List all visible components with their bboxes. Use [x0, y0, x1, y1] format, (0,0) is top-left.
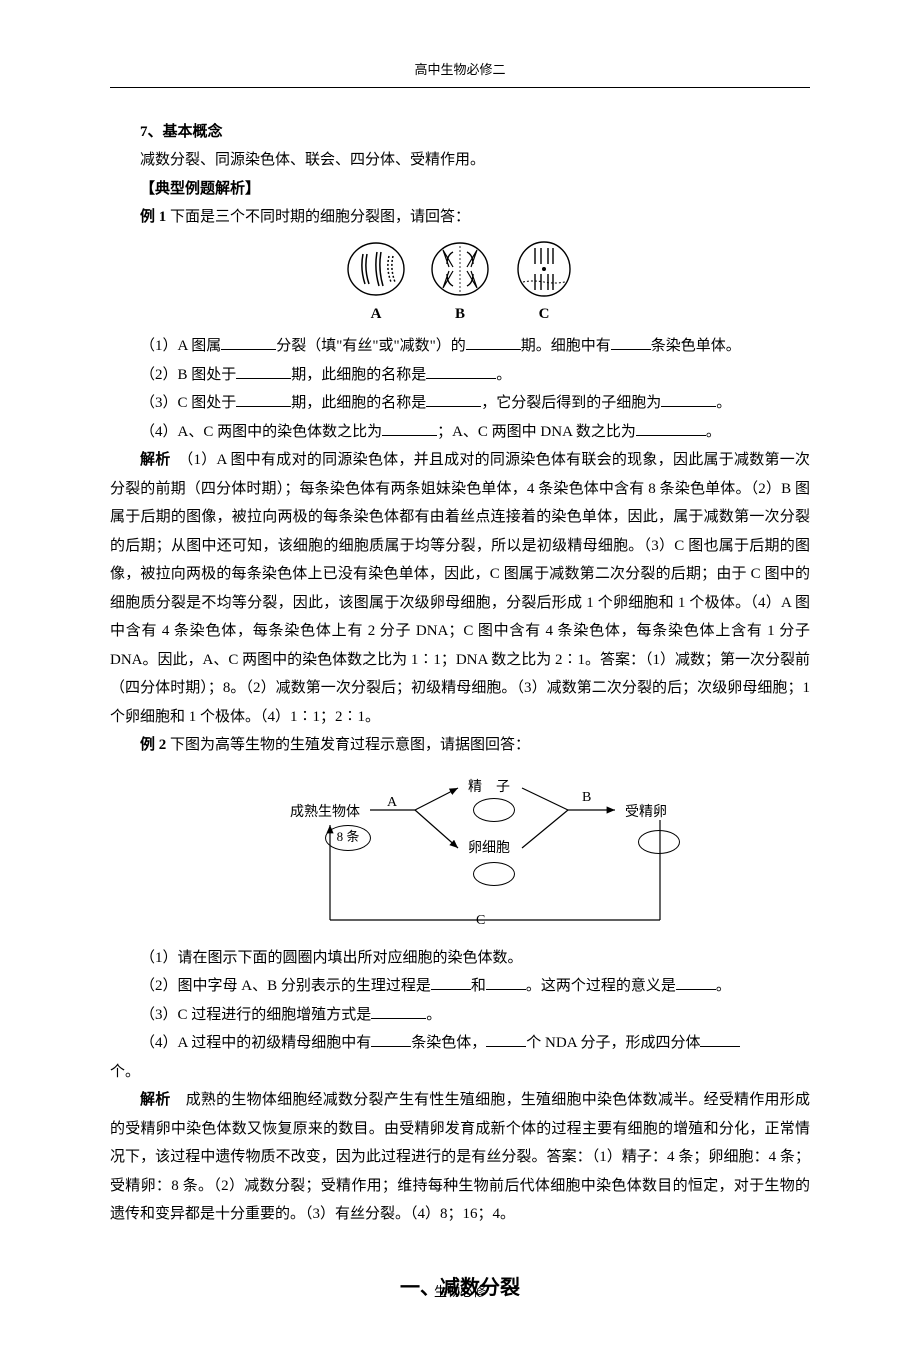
- cell-b-svg: [429, 240, 491, 298]
- ex2-q4b: 条染色体，: [411, 1035, 486, 1051]
- cell-a-box: A: [345, 240, 407, 329]
- blank: [371, 1003, 426, 1019]
- ex1-q1b: 分裂（填"有丝"或"减数"）的: [276, 338, 466, 354]
- ex1-q4a: （4）A、C 两图中的染色体数之比为: [140, 424, 382, 440]
- cell-c-label: C: [513, 300, 575, 329]
- ex1-q3d: 。: [716, 395, 731, 411]
- ex2-q2d: 。: [716, 978, 731, 994]
- ex1-q1: （1）A 图属 分裂（填"有丝"或"减数"）的 期。细胞中有 条染色单体。: [110, 332, 810, 361]
- ex2-ans-bold: 解析: [140, 1092, 170, 1108]
- ellipse-8-text: 8 条: [337, 825, 360, 850]
- concepts-line: 减数分裂、同源染色体、联会、四分体、受精作用。: [110, 146, 810, 175]
- blank: [431, 974, 471, 990]
- ex1-q2a: （2）B 图处于: [140, 367, 236, 383]
- blank: [611, 334, 651, 350]
- blank: [636, 420, 706, 436]
- ex1-q3b: 期，此细胞的名称是: [291, 395, 426, 411]
- blank: [236, 363, 291, 379]
- ex2-q2a: （2）图中字母 A、B 分别表示的生理过程是: [140, 978, 431, 994]
- blank: [371, 1031, 411, 1047]
- cell-c-svg: [513, 240, 575, 298]
- ex1-q4b: ；A、C 两图中 DNA 数之比为: [437, 424, 636, 440]
- ex2-q4: （4）A 过程中的初级精母细胞中有 条染色体， 个 NDA 分子，形成四分体: [110, 1029, 810, 1058]
- node-b: B: [582, 785, 591, 812]
- blank: [426, 391, 481, 407]
- node-c: C: [476, 908, 485, 935]
- page-header: 高中生物必修二: [110, 58, 810, 88]
- ellipse-8: 8 条: [325, 825, 371, 851]
- blank: [466, 334, 521, 350]
- blank: [676, 974, 716, 990]
- blank: [486, 974, 526, 990]
- blank: [221, 334, 276, 350]
- examples-heading-text: 【典型例题解析】: [140, 181, 260, 197]
- blank: [661, 391, 716, 407]
- ex1-lead-bold: 例 1: [140, 209, 166, 225]
- ex1-q3a: （3）C 图处于: [140, 395, 236, 411]
- blank: [486, 1031, 526, 1047]
- ex1-q2c: 。: [496, 367, 511, 383]
- ex1-q4c: 。: [706, 424, 721, 440]
- ex1-q1a: （1）A 图属: [140, 338, 221, 354]
- node-a: A: [387, 790, 397, 817]
- ex1-lead-rest: 下面是三个不同时期的细胞分裂图，请回答：: [166, 209, 470, 225]
- flow-diagram: 成熟生物体 A 精 子 卵细胞 B 受精卵 C 8 条: [220, 770, 700, 940]
- ex2-ans-body: 成熟的生物体细胞经减数分裂产生有性生殖细胞，生殖细胞中染色体数减半。经受精作用形…: [110, 1092, 810, 1222]
- concepts-title-text: 7、基本概念: [140, 124, 223, 140]
- cell-b-box: B: [429, 240, 491, 329]
- ex2-lead-rest: 下图为高等生物的生殖发育过程示意图，请据图回答：: [166, 737, 530, 753]
- ex2-q2c: 。这两个过程的意义是: [526, 978, 676, 994]
- blank: [700, 1031, 740, 1047]
- ex1-analysis: 解析 （1）A 图中有成对的同源染色体，并且成对的同源染色体有联会的现象，因此属…: [110, 446, 810, 731]
- ex1-lead: 例 1 下面是三个不同时期的细胞分裂图，请回答：: [110, 203, 810, 232]
- ex1-ans-bold: 解析: [140, 452, 171, 468]
- page-footer: 生物必修: [0, 1280, 920, 1305]
- ex2-q3b: 。: [426, 1007, 441, 1023]
- ex1-q4: （4）A、C 两图中的染色体数之比为 ；A、C 两图中 DNA 数之比为 。: [110, 418, 810, 447]
- ex1-q1d: 条染色单体。: [651, 338, 741, 354]
- ex1-ans-body: （1）A 图中有成对的同源染色体，并且成对的同源染色体有联会的现象，因此属于减数…: [110, 452, 810, 725]
- ex1-q2b: 期，此细胞的名称是: [291, 367, 426, 383]
- flow-svg: [220, 770, 700, 940]
- blank: [382, 420, 437, 436]
- cell-diagram-row: A B C: [110, 240, 810, 329]
- blank: [236, 391, 291, 407]
- ellipse-zygote: [638, 830, 680, 854]
- node-zygote: 受精卵: [625, 800, 667, 827]
- concepts-title: 7、基本概念: [110, 118, 810, 147]
- ex2-lead: 例 2 下图为高等生物的生殖发育过程示意图，请据图回答：: [110, 731, 810, 760]
- ex1-q1c: 期。细胞中有: [521, 338, 611, 354]
- ex2-q4a: （4）A 过程中的初级精母细胞中有: [140, 1035, 371, 1051]
- ex2-q4-tail: 个。: [110, 1058, 810, 1087]
- ex2-lead-bold: 例 2: [140, 737, 166, 753]
- ex2-q1: （1）请在图示下面的圆圈内填出所对应细胞的染色体数。: [110, 944, 810, 973]
- cell-b-label: B: [429, 300, 491, 329]
- ex2-q2b: 和: [471, 978, 486, 994]
- cell-a-label: A: [345, 300, 407, 329]
- ex1-q2: （2）B 图处于 期，此细胞的名称是 。: [110, 361, 810, 390]
- ex2-q3: （3）C 过程进行的细胞增殖方式是 。: [110, 1001, 810, 1030]
- node-adult: 成熟生物体: [290, 800, 360, 827]
- cell-c-box: C: [513, 240, 575, 329]
- ex1-q3c: ，它分裂后得到的子细胞为: [481, 395, 661, 411]
- node-egg: 卵细胞: [468, 836, 510, 863]
- ex2-q3a: （3）C 过程进行的细胞增殖方式是: [140, 1007, 371, 1023]
- cell-a-svg: [345, 240, 407, 298]
- ellipse-egg: [473, 862, 515, 886]
- ex2-q2: （2）图中字母 A、B 分别表示的生理过程是 和 。这两个过程的意义是 。: [110, 972, 810, 1001]
- ellipse-sperm: [473, 798, 515, 822]
- ex1-q3: （3）C 图处于 期，此细胞的名称是 ，它分裂后得到的子细胞为 。: [110, 389, 810, 418]
- ex2-analysis: 解析 成熟的生物体细胞经减数分裂产生有性生殖细胞，生殖细胞中染色体数减半。经受精…: [110, 1086, 810, 1229]
- examples-heading: 【典型例题解析】: [110, 175, 810, 204]
- ex2-q4c: 个 NDA 分子，形成四分体: [526, 1035, 700, 1051]
- blank: [426, 363, 496, 379]
